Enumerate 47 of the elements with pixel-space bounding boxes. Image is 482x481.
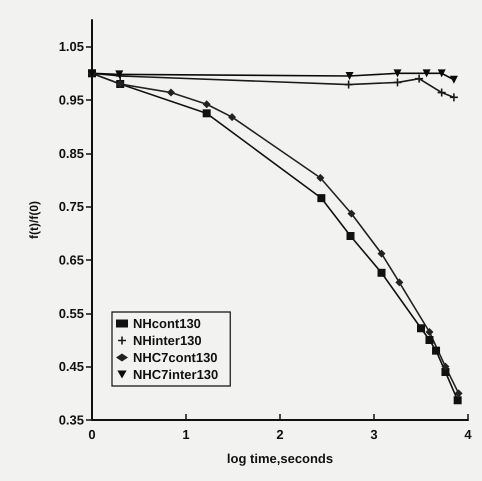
point xyxy=(441,362,450,371)
point xyxy=(395,278,404,286)
point xyxy=(438,69,446,78)
legend-label: NHinter130 xyxy=(133,333,202,348)
point xyxy=(202,109,211,118)
legend-label: NHC7inter130 xyxy=(133,367,218,382)
y-tick-label: 1.05 xyxy=(58,39,84,54)
point xyxy=(425,336,434,344)
legend-label: NHcont130 xyxy=(133,316,201,331)
x-tick-label: 2 xyxy=(276,427,284,442)
point xyxy=(454,389,463,398)
point xyxy=(347,210,356,218)
point xyxy=(422,69,431,78)
y-tick-label: 0.45 xyxy=(58,359,84,374)
point xyxy=(415,74,424,83)
point xyxy=(317,194,326,202)
x-tick-label: 0 xyxy=(88,427,96,442)
y-tick-label: 0.75 xyxy=(58,199,84,214)
point xyxy=(228,113,236,122)
point xyxy=(344,80,353,89)
point xyxy=(346,232,354,240)
point xyxy=(202,100,211,108)
point xyxy=(394,78,402,86)
point xyxy=(394,69,402,78)
y-tick-label: 0.85 xyxy=(58,146,84,161)
legend-label: NHC7cont130 xyxy=(133,350,218,365)
y-tick-label: 0.95 xyxy=(58,92,84,108)
point xyxy=(432,346,440,355)
x-tick-label: 1 xyxy=(182,427,190,442)
x-tick-label: 4 xyxy=(464,427,472,442)
y-tick-label: 0.55 xyxy=(58,306,84,321)
point xyxy=(425,328,434,336)
point xyxy=(454,396,462,404)
point xyxy=(166,88,175,97)
point xyxy=(378,268,386,277)
point xyxy=(450,93,458,102)
x-tick-label: 3 xyxy=(370,427,378,442)
x-axis-title: log time,seconds xyxy=(226,451,334,466)
point xyxy=(438,88,446,97)
y-tick-label: 0.65 xyxy=(58,252,84,268)
point xyxy=(316,174,324,182)
y-tick-label: 0.35 xyxy=(58,412,84,428)
point xyxy=(450,76,458,84)
y-axis-title: f(t)/f(0) xyxy=(27,201,41,239)
point xyxy=(378,250,386,258)
point xyxy=(346,72,354,80)
point xyxy=(417,324,425,332)
